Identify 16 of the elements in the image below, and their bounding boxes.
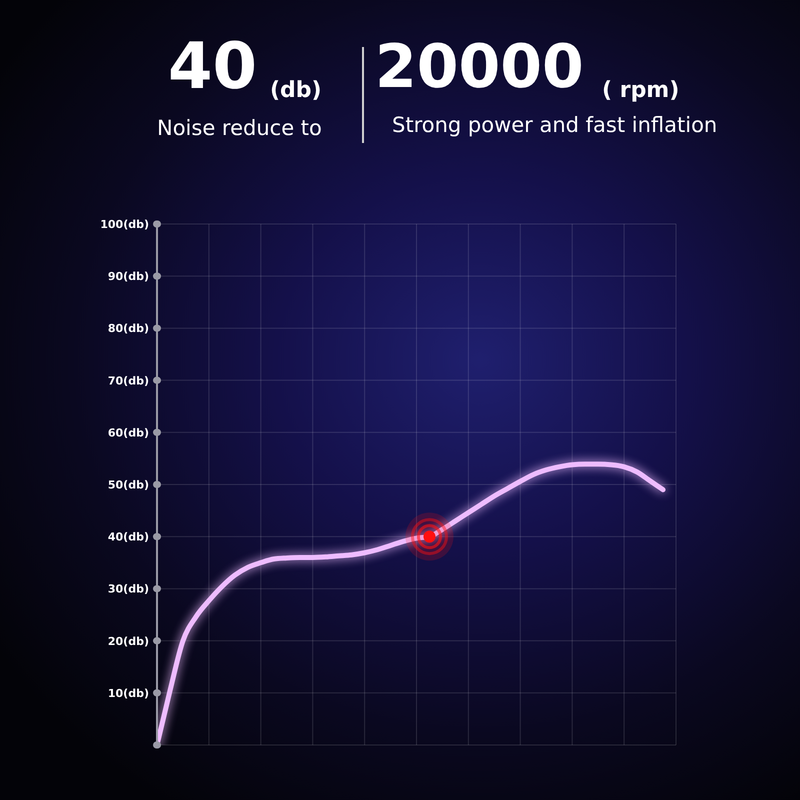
y-tick-label: 60(db) <box>108 426 149 440</box>
y-tick-label: 30(db) <box>108 582 149 596</box>
text: 20000 <box>375 32 584 102</box>
text: (db) <box>270 78 322 103</box>
text: 40 <box>168 30 258 104</box>
y-tick-label: 40(db) <box>108 530 149 544</box>
y-tick-label: 70(db) <box>108 374 149 388</box>
y-tick-label: 100(db) <box>100 218 149 231</box>
y-tick-label: 90(db) <box>108 270 149 284</box>
y-tick-label: 20(db) <box>108 634 149 648</box>
text: Noise reduce to <box>157 116 322 140</box>
text: Strong power and fast inflation <box>392 113 718 137</box>
text: ( rpm) <box>602 78 680 103</box>
y-tick-label: 50(db) <box>108 478 149 492</box>
y-tick-label: 80(db) <box>108 322 149 336</box>
y-tick-label: 10(db) <box>108 686 149 700</box>
